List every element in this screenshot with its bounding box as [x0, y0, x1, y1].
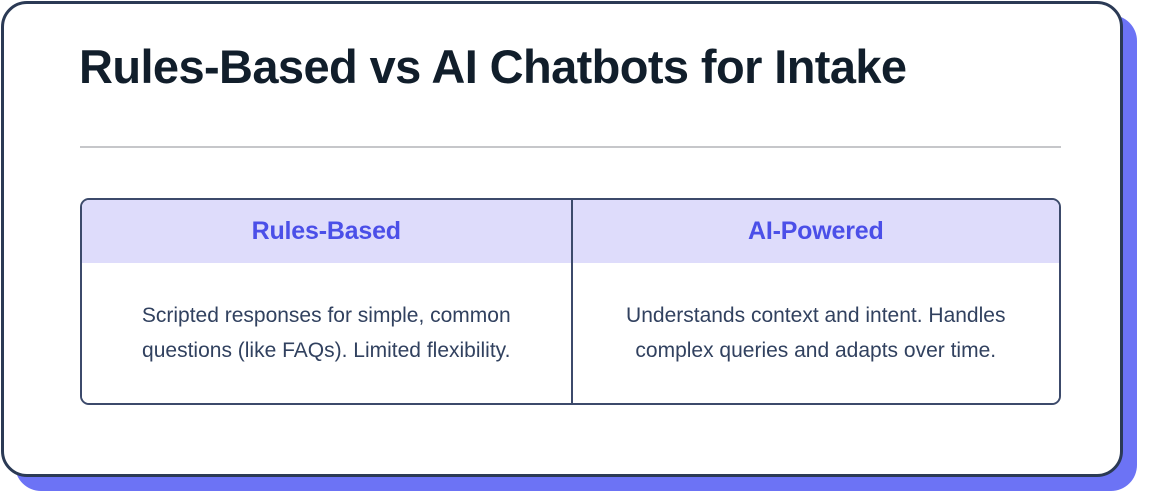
page-title: Rules-Based vs AI Chatbots for Intake — [79, 40, 907, 93]
table-header-label: AI-Powered — [747, 217, 884, 245]
table-header-cell-ai-powered: AI-Powered — [570, 200, 1060, 263]
table-body-row: Scripted responses for simple, common qu… — [82, 263, 1059, 403]
table-cell-text: Understands context and intent. Handles … — [626, 304, 1006, 362]
content-card: Rules-Based vs AI Chatbots for Intake Ru… — [1, 1, 1123, 477]
table-header-label: Rules-Based — [251, 217, 401, 245]
table-cell-ai-powered: Understands context and intent. Handles … — [570, 263, 1060, 403]
card-inner: Rules-Based vs AI Chatbots for Intake Ru… — [4, 4, 1120, 474]
title-divider — [80, 146, 1061, 148]
table-header-cell-rules-based: Rules-Based — [82, 200, 571, 263]
table-cell-rules-based: Scripted responses for simple, common qu… — [82, 263, 571, 403]
table-cell-text: Scripted responses for simple, common qu… — [141, 304, 511, 362]
table-header-row: Rules-Based AI-Powered — [82, 200, 1059, 263]
comparison-table: Rules-Based AI-Powered Scripted response… — [80, 198, 1061, 405]
